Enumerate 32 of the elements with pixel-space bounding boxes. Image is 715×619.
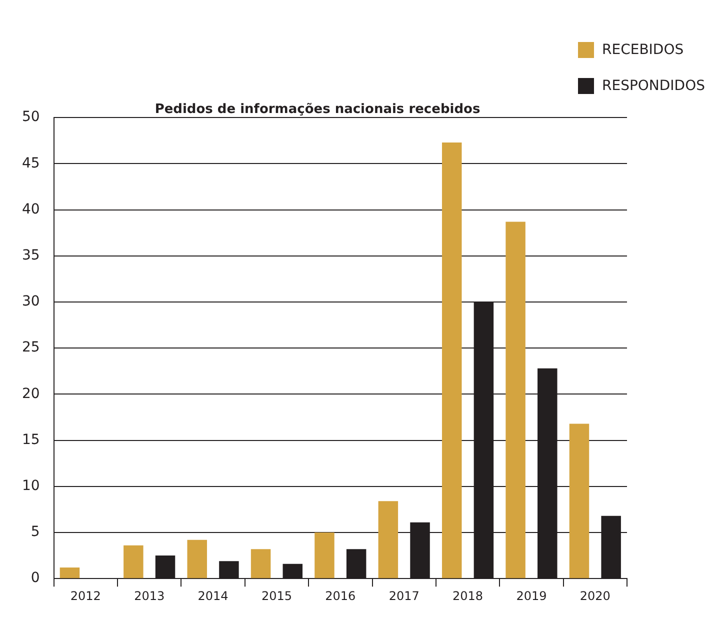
x-tick-label: 2018 — [452, 588, 484, 603]
y-tick-label: 45 — [22, 155, 40, 172]
y-tick-label: 5 — [30, 524, 40, 540]
y-tick-label: 15 — [22, 432, 40, 448]
bar — [124, 545, 144, 578]
y-tick-label: 30 — [22, 294, 40, 310]
legend-label: RECEBIDOS — [602, 42, 684, 58]
x-tick-label: 2020 — [580, 588, 610, 603]
bar — [60, 568, 80, 578]
x-tick-label: 2012 — [70, 588, 101, 603]
legend-label: RESPONDIDOS — [602, 78, 705, 94]
chart-title: Pedidos de informações nacionais recebidos — [154, 102, 480, 118]
y-tick-label: 25 — [22, 340, 40, 356]
x-tick-label: 2017 — [388, 588, 420, 603]
bar — [378, 501, 398, 578]
bar — [250, 549, 271, 578]
bar — [506, 222, 526, 578]
y-tick-label: 20 — [22, 386, 40, 402]
x-tick-label: 2016 — [325, 588, 356, 603]
x-tick-label: 2015 — [261, 588, 292, 603]
x-tick-label: 2013 — [134, 588, 165, 603]
y-tick-label: 40 — [22, 201, 40, 218]
y-tick-label: 10 — [22, 478, 40, 494]
y-tick-label: 0 — [30, 570, 40, 586]
bar — [442, 142, 462, 578]
y-tick-label: 35 — [22, 248, 40, 264]
bar — [569, 424, 590, 578]
x-tick-label: 2019 — [516, 588, 547, 603]
bar — [314, 532, 334, 578]
x-tick-label: 2014 — [198, 588, 228, 603]
bar — [187, 540, 207, 578]
y-tick-label: 50 — [22, 109, 40, 126]
